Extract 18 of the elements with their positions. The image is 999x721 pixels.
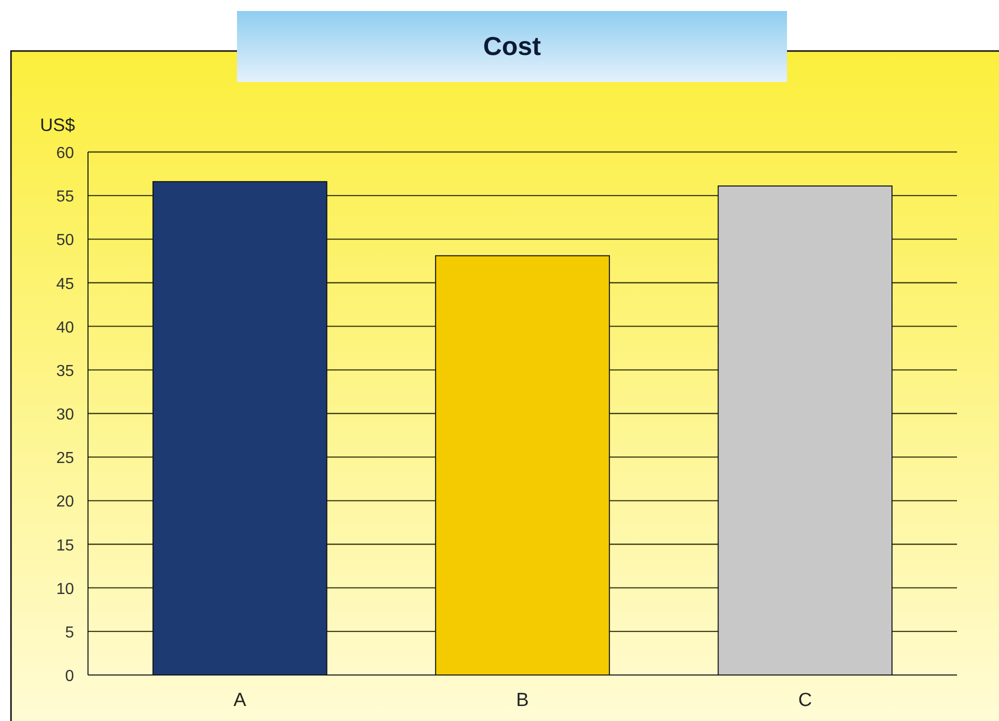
y-tick-label: 20 xyxy=(56,494,74,511)
y-axis-title: US$ xyxy=(40,115,76,135)
y-tick-label: 45 xyxy=(56,276,74,293)
y-tick-label: 35 xyxy=(56,362,74,380)
y-tick-label: 40 xyxy=(56,319,74,336)
chart-title: Cost xyxy=(483,31,542,61)
y-tick-label: 25 xyxy=(56,450,74,468)
x-tick-label: B xyxy=(516,690,529,711)
x-tick-label: A xyxy=(234,690,247,711)
y-tick-label: 60 xyxy=(56,145,74,162)
x-tick-label: C xyxy=(798,690,812,711)
y-tick-label: 5 xyxy=(65,624,74,642)
y-tick-label: 50 xyxy=(56,232,74,250)
y-tick-label: 10 xyxy=(56,580,74,598)
y-tick-label: 15 xyxy=(56,537,74,554)
y-tick-label: 30 xyxy=(56,406,74,424)
y-tick-label: 0 xyxy=(65,668,74,685)
y-tick-label: 55 xyxy=(56,188,74,206)
